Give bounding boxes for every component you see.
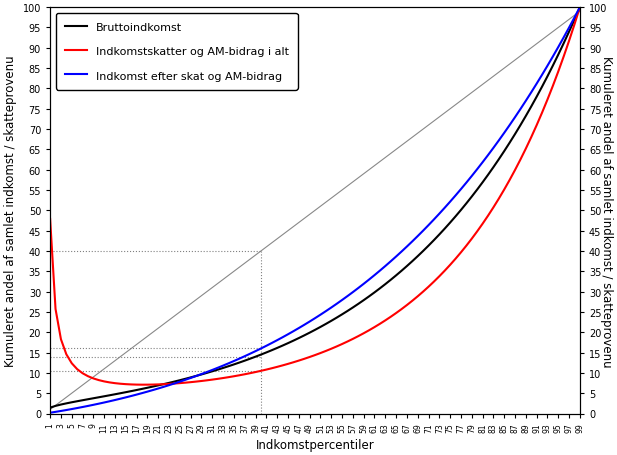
- Indkomstskatter og AM-bidrag i alt: [333, 344, 341, 349]
- Bruttoindkomst: [576, 5, 584, 11]
- Indkomst efter skat og AM-bidrag: [171, 381, 178, 386]
- Bruttoindkomst: [209, 369, 216, 374]
- Indkomstskatter og AM-bidrag i alt: [468, 237, 476, 242]
- Legend: Bruttoindkomst, Indkomstskatter og AM-bidrag i alt, Indkomst efter skat og AM-bi: Bruttoindkomst, Indkomstskatter og AM-bi…: [56, 14, 297, 90]
- Line: Indkomstskatter og AM-bidrag i alt: Indkomstskatter og AM-bidrag i alt: [50, 8, 580, 385]
- Y-axis label: Kumuleret andel af samlet indkomst / skatteprovenu: Kumuleret andel af samlet indkomst / ska…: [600, 56, 613, 366]
- Bruttoindkomst: [171, 379, 178, 384]
- Indkomst efter skat og AM-bidrag: [576, 5, 584, 11]
- Indkomstskatter og AM-bidrag i alt: [46, 217, 54, 222]
- Indkomstskatter og AM-bidrag i alt: [193, 379, 200, 384]
- Line: Bruttoindkomst: Bruttoindkomst: [50, 8, 580, 408]
- Indkomst efter skat og AM-bidrag: [46, 410, 54, 415]
- Indkomstskatter og AM-bidrag i alt: [317, 350, 324, 356]
- Bruttoindkomst: [463, 201, 470, 207]
- Indkomstskatter og AM-bidrag i alt: [176, 380, 184, 386]
- Indkomst efter skat og AM-bidrag: [209, 367, 216, 373]
- Indkomst efter skat og AM-bidrag: [463, 181, 470, 186]
- Indkomstskatter og AM-bidrag i alt: [138, 382, 146, 388]
- Y-axis label: Kumuleret andel af samlet indkomst / skatteprovenu: Kumuleret andel af samlet indkomst / ska…: [4, 56, 17, 366]
- X-axis label: Indkomstpercentiler: Indkomstpercentiler: [255, 438, 375, 451]
- Indkomstskatter og AM-bidrag i alt: [214, 376, 222, 382]
- Bruttoindkomst: [46, 405, 54, 410]
- Indkomst efter skat og AM-bidrag: [328, 305, 335, 311]
- Indkomst efter skat og AM-bidrag: [187, 375, 194, 381]
- Indkomst efter skat og AM-bidrag: [312, 316, 319, 321]
- Indkomstskatter og AM-bidrag i alt: [576, 5, 584, 11]
- Bruttoindkomst: [312, 328, 319, 333]
- Bruttoindkomst: [187, 375, 194, 380]
- Bruttoindkomst: [328, 318, 335, 324]
- Line: Indkomst efter skat og AM-bidrag: Indkomst efter skat og AM-bidrag: [50, 8, 580, 413]
